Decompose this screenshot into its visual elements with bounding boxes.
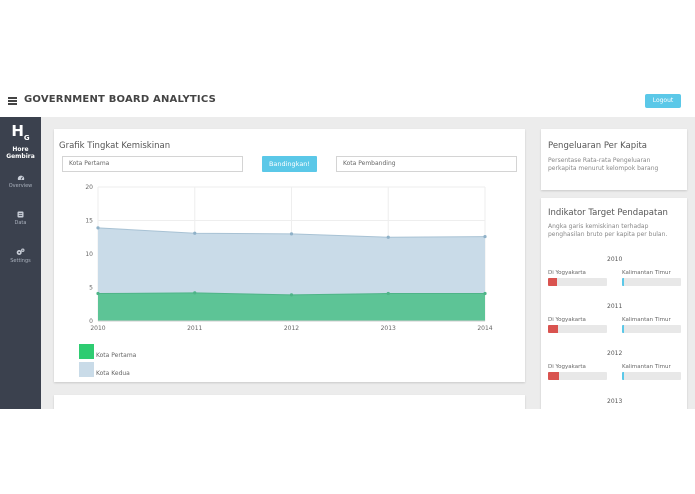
legend-label-kota-kedua: Kota Kedua	[96, 370, 130, 377]
progress-fill-right	[622, 372, 625, 380]
data-point-0	[193, 291, 197, 295]
progress-fill-left	[548, 325, 559, 333]
data-point-0	[483, 291, 487, 296]
card-title: Pengeluaran Per Kapita	[548, 141, 647, 151]
data-point-0	[289, 293, 294, 297]
data-point-1	[193, 231, 197, 235]
spending-card: Pengeluaran Per Kapita Persentase Rata-r…	[541, 129, 687, 190]
sidebar-item-data[interactable]: Data	[0, 211, 41, 226]
progress-bar-right	[622, 372, 681, 380]
data-point-1	[289, 232, 294, 236]
y-tick-label: 10	[85, 251, 93, 258]
poverty-area-chart: 0 5 10 15 20 2010 2011 2012 2013 2014	[85, 184, 492, 332]
bar-label-left: Di Yogyakarta	[548, 364, 586, 370]
logout-button[interactable]: Logout	[645, 94, 681, 108]
app-window: GOVERNMENT BOARD ANALYTICS Logout HG Hor…	[0, 86, 695, 409]
logo-text-line2: Gembira	[6, 153, 35, 160]
card-title: Indikator Target Pendapatan	[548, 208, 668, 218]
sidebar-item-settings[interactable]: Settings	[0, 248, 41, 264]
bar-label-right: Kalimantan Timur	[622, 317, 671, 323]
bar-label-right: Kalimantan Timur	[622, 364, 671, 370]
progress-fill-right	[622, 325, 625, 333]
city-compare-input[interactable]: Kota Pembanding	[336, 156, 517, 172]
data-point-0	[96, 291, 100, 296]
progress-bar-right	[622, 278, 681, 286]
year-label: 2011	[607, 303, 623, 310]
logo-mark-icon: HG	[11, 122, 30, 142]
income-target-card: Indikator Target Pendapatan Angka garis …	[541, 198, 687, 409]
legend-label-kota-pertama: Kota Pertama	[96, 352, 137, 359]
data-point-1	[483, 234, 487, 239]
sidebar-item-label: Data	[14, 220, 27, 226]
sidebar-item-label: Settings	[10, 258, 31, 264]
x-tick-label: 2010	[90, 325, 105, 332]
secondary-card	[54, 395, 525, 409]
y-tick-label: 15	[85, 218, 93, 225]
progress-fill-left	[548, 372, 560, 380]
year-label: 2012	[607, 350, 623, 357]
top-bar: GOVERNMENT BOARD ANALYTICS Logout	[0, 86, 695, 117]
year-label: 2013	[607, 398, 623, 405]
card-description-line1: Angka garis kemiskinan terhadap	[548, 223, 649, 230]
y-tick-label: 20	[85, 184, 93, 191]
card-description-line1: Persentase Rata-rata Pengeluaran	[548, 157, 651, 164]
menu-icon[interactable]	[8, 97, 17, 105]
progress-fill-left	[548, 278, 557, 286]
card-description-line2: penghasilan bruto per kapita per bulan.	[548, 231, 668, 238]
progress-bar-left	[548, 325, 607, 333]
x-tick-label: 2014	[477, 325, 492, 332]
city-first-input[interactable]: Kota Pertama	[62, 156, 243, 172]
database-icon	[17, 211, 24, 218]
bar-label-left: Di Yogyakarta	[548, 270, 586, 276]
progress-bar-right	[622, 325, 681, 333]
card-description-line2: perkapita menurut kelompok barang	[548, 165, 659, 172]
progress-fill-right	[622, 278, 625, 286]
series-area-0	[98, 292, 485, 321]
data-point-0	[386, 291, 390, 296]
bar-label-right: Kalimantan Timur	[622, 270, 671, 276]
compare-button[interactable]: Bandingkan!	[262, 156, 317, 172]
gear-icon	[16, 248, 25, 255]
logo: HG Hore Gembira	[0, 123, 41, 160]
legend-swatch-kota-pertama	[79, 344, 94, 359]
x-tick-label: 2012	[284, 325, 299, 332]
y-tick-label: 0	[89, 318, 93, 325]
data-point-1	[386, 235, 390, 239]
progress-bar-left	[548, 372, 607, 380]
logo-text-line1: Hore	[12, 146, 29, 153]
sidebar: HG Hore Gembira Overview Data	[0, 117, 41, 409]
x-tick-label: 2013	[381, 325, 396, 332]
sidebar-item-label: Overview	[8, 183, 33, 189]
app-title: GOVERNMENT BOARD ANALYTICS	[24, 94, 216, 105]
x-tick-label: 2011	[187, 325, 202, 332]
dashboard-icon	[17, 175, 24, 180]
sidebar-item-overview[interactable]: Overview	[0, 174, 41, 189]
y-tick-label: 5	[89, 285, 93, 292]
legend-swatch-kota-kedua	[79, 362, 94, 377]
data-point-1	[96, 226, 100, 230]
card-title: Grafik Tingkat Kemiskinan	[59, 141, 171, 151]
progress-bar-left	[548, 278, 607, 286]
year-label: 2010	[607, 256, 623, 263]
bar-label-left: Di Yogyakarta	[548, 317, 586, 323]
poverty-chart-card: Grafik Tingkat Kemiskinan Kota Pertama B…	[54, 129, 525, 382]
